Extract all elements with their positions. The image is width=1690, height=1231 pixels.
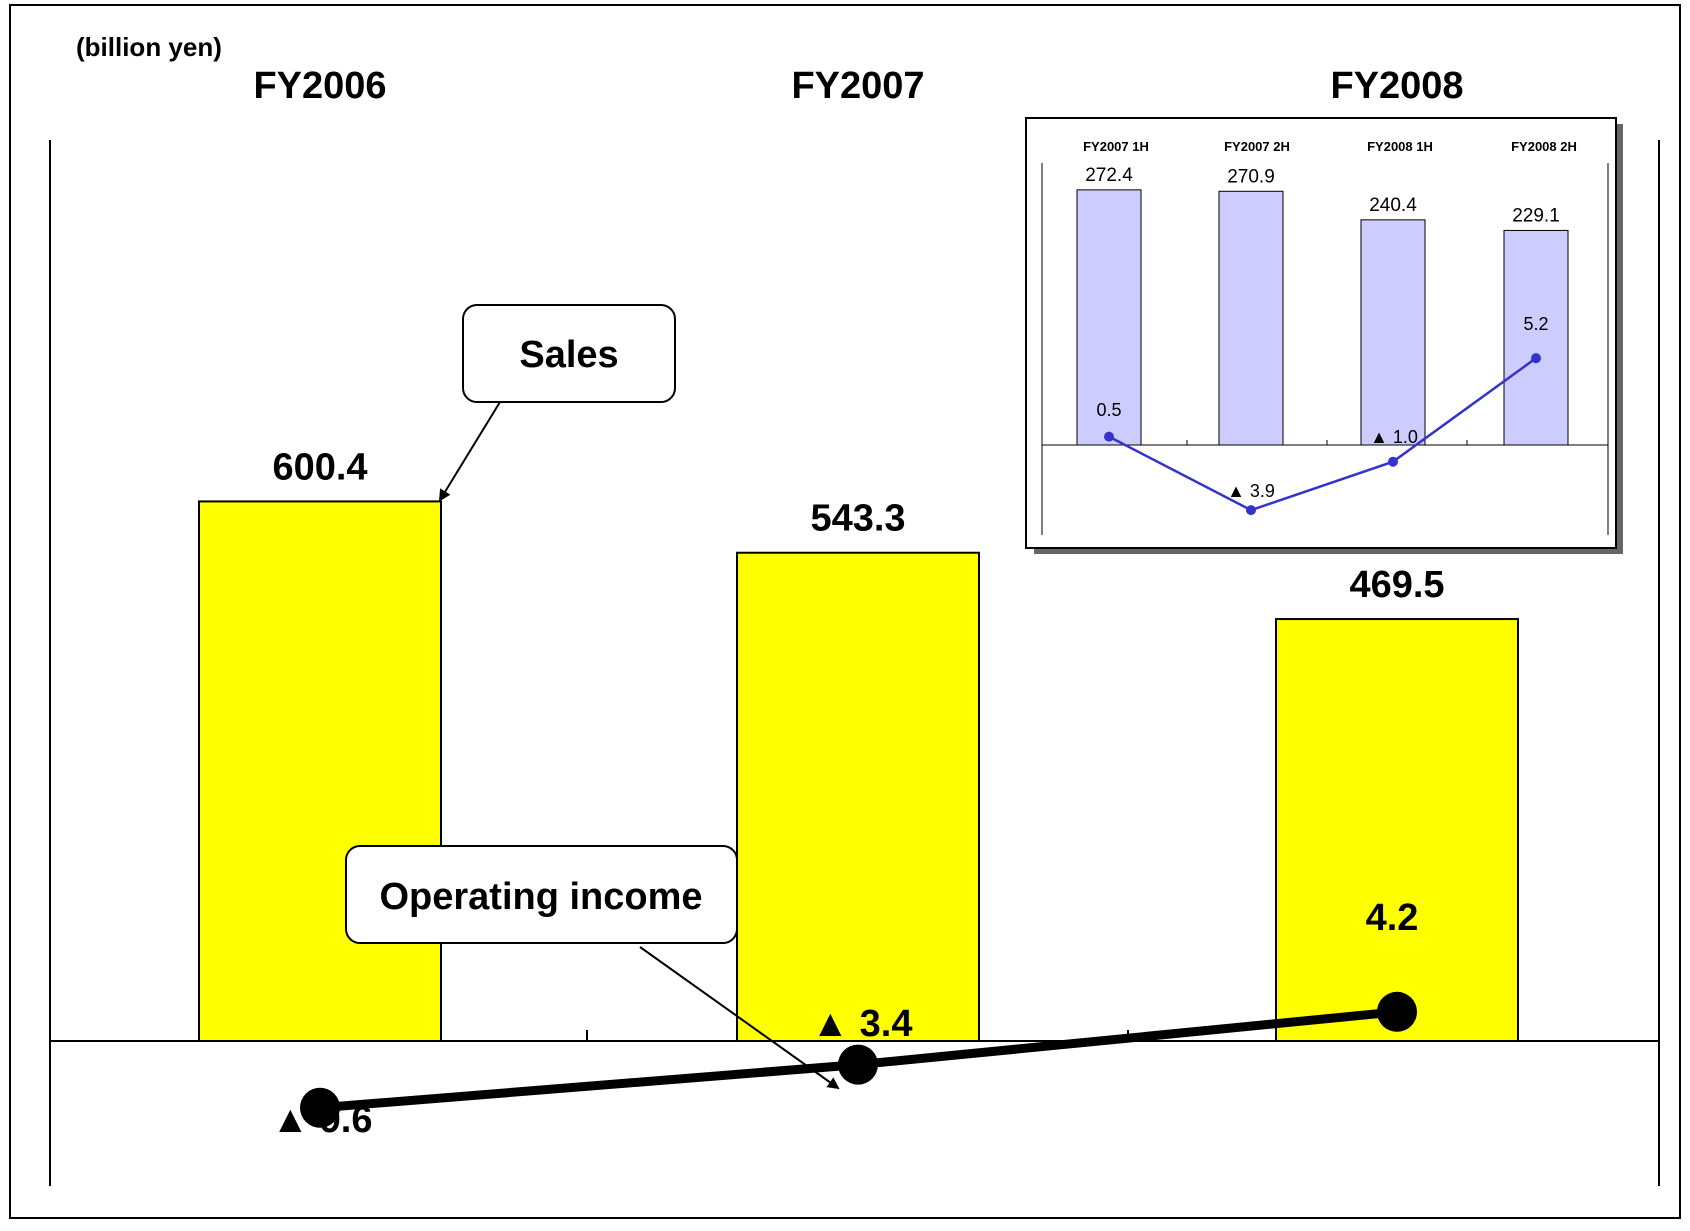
inset-category-label: FY2008 1H (1367, 139, 1433, 154)
inset-operating-income-label: 5.2 (1523, 314, 1548, 334)
inset-sales-label: 272.4 (1085, 165, 1133, 186)
sales-value-label: 600.4 (272, 446, 367, 488)
sales-callout-arrow (438, 401, 501, 502)
inset-operating-income-point (1388, 456, 1398, 467)
inset-sales-bar (1076, 189, 1142, 446)
inset-operating-income-label: ▲ 3.9 (1227, 481, 1275, 501)
unit-label: (billion yen) (76, 32, 222, 62)
sales-value-label: 543.3 (810, 498, 905, 540)
operating-income-point (838, 1044, 878, 1085)
inset-operating-income-point (1104, 431, 1114, 442)
sales-callout-box (462, 304, 676, 403)
inset-sales-label: 240.4 (1369, 195, 1417, 216)
inset-sales-bar (1360, 219, 1426, 446)
operating-income-callout-text: Operating income (379, 876, 702, 918)
inset-operating-income-point (1246, 505, 1256, 516)
inset-chart: FY2007 1H FY2007 2H FY2008 1H FY2008 2H … (1025, 117, 1623, 554)
inset-category-label: FY2008 2H (1511, 139, 1577, 154)
inset-category-label: FY2007 2H (1224, 139, 1290, 154)
inset-operating-income-label: ▲ 1.0 (1370, 427, 1418, 447)
operating-income-callout-box (345, 845, 738, 944)
operating-income-label: ▲ 3.4 (812, 1003, 913, 1045)
main-category-label: FY2007 (791, 65, 924, 107)
main-category-label: FY2008 (1330, 65, 1463, 107)
inset-sales-bar (1218, 190, 1284, 446)
inset-sales-label: 270.9 (1227, 166, 1275, 187)
inset-sales-bar (1503, 229, 1569, 446)
inset-category-label: FY2007 1H (1083, 139, 1149, 154)
operating-income-label: ▲ 9.6 (272, 1099, 373, 1141)
sales-bar (736, 551, 980, 1042)
operating-income-point (300, 1087, 340, 1128)
inset-operating-income-line (1108, 357, 1537, 512)
sales-bar (198, 500, 442, 1042)
operating-income-label: 4.2 (1366, 897, 1419, 939)
operating-income-point (1377, 991, 1417, 1032)
sales-callout-text: Sales (519, 334, 618, 376)
inset-operating-income-label: 0.5 (1096, 400, 1121, 420)
operating-income-callout-arrow (639, 946, 840, 1090)
inset-sales-label: 229.1 (1512, 205, 1560, 226)
main-category-label: FY2006 (253, 65, 386, 107)
inset-operating-income-point (1531, 353, 1541, 364)
sales-value-label: 469.5 (1349, 564, 1444, 606)
sales-bar (1275, 618, 1519, 1042)
